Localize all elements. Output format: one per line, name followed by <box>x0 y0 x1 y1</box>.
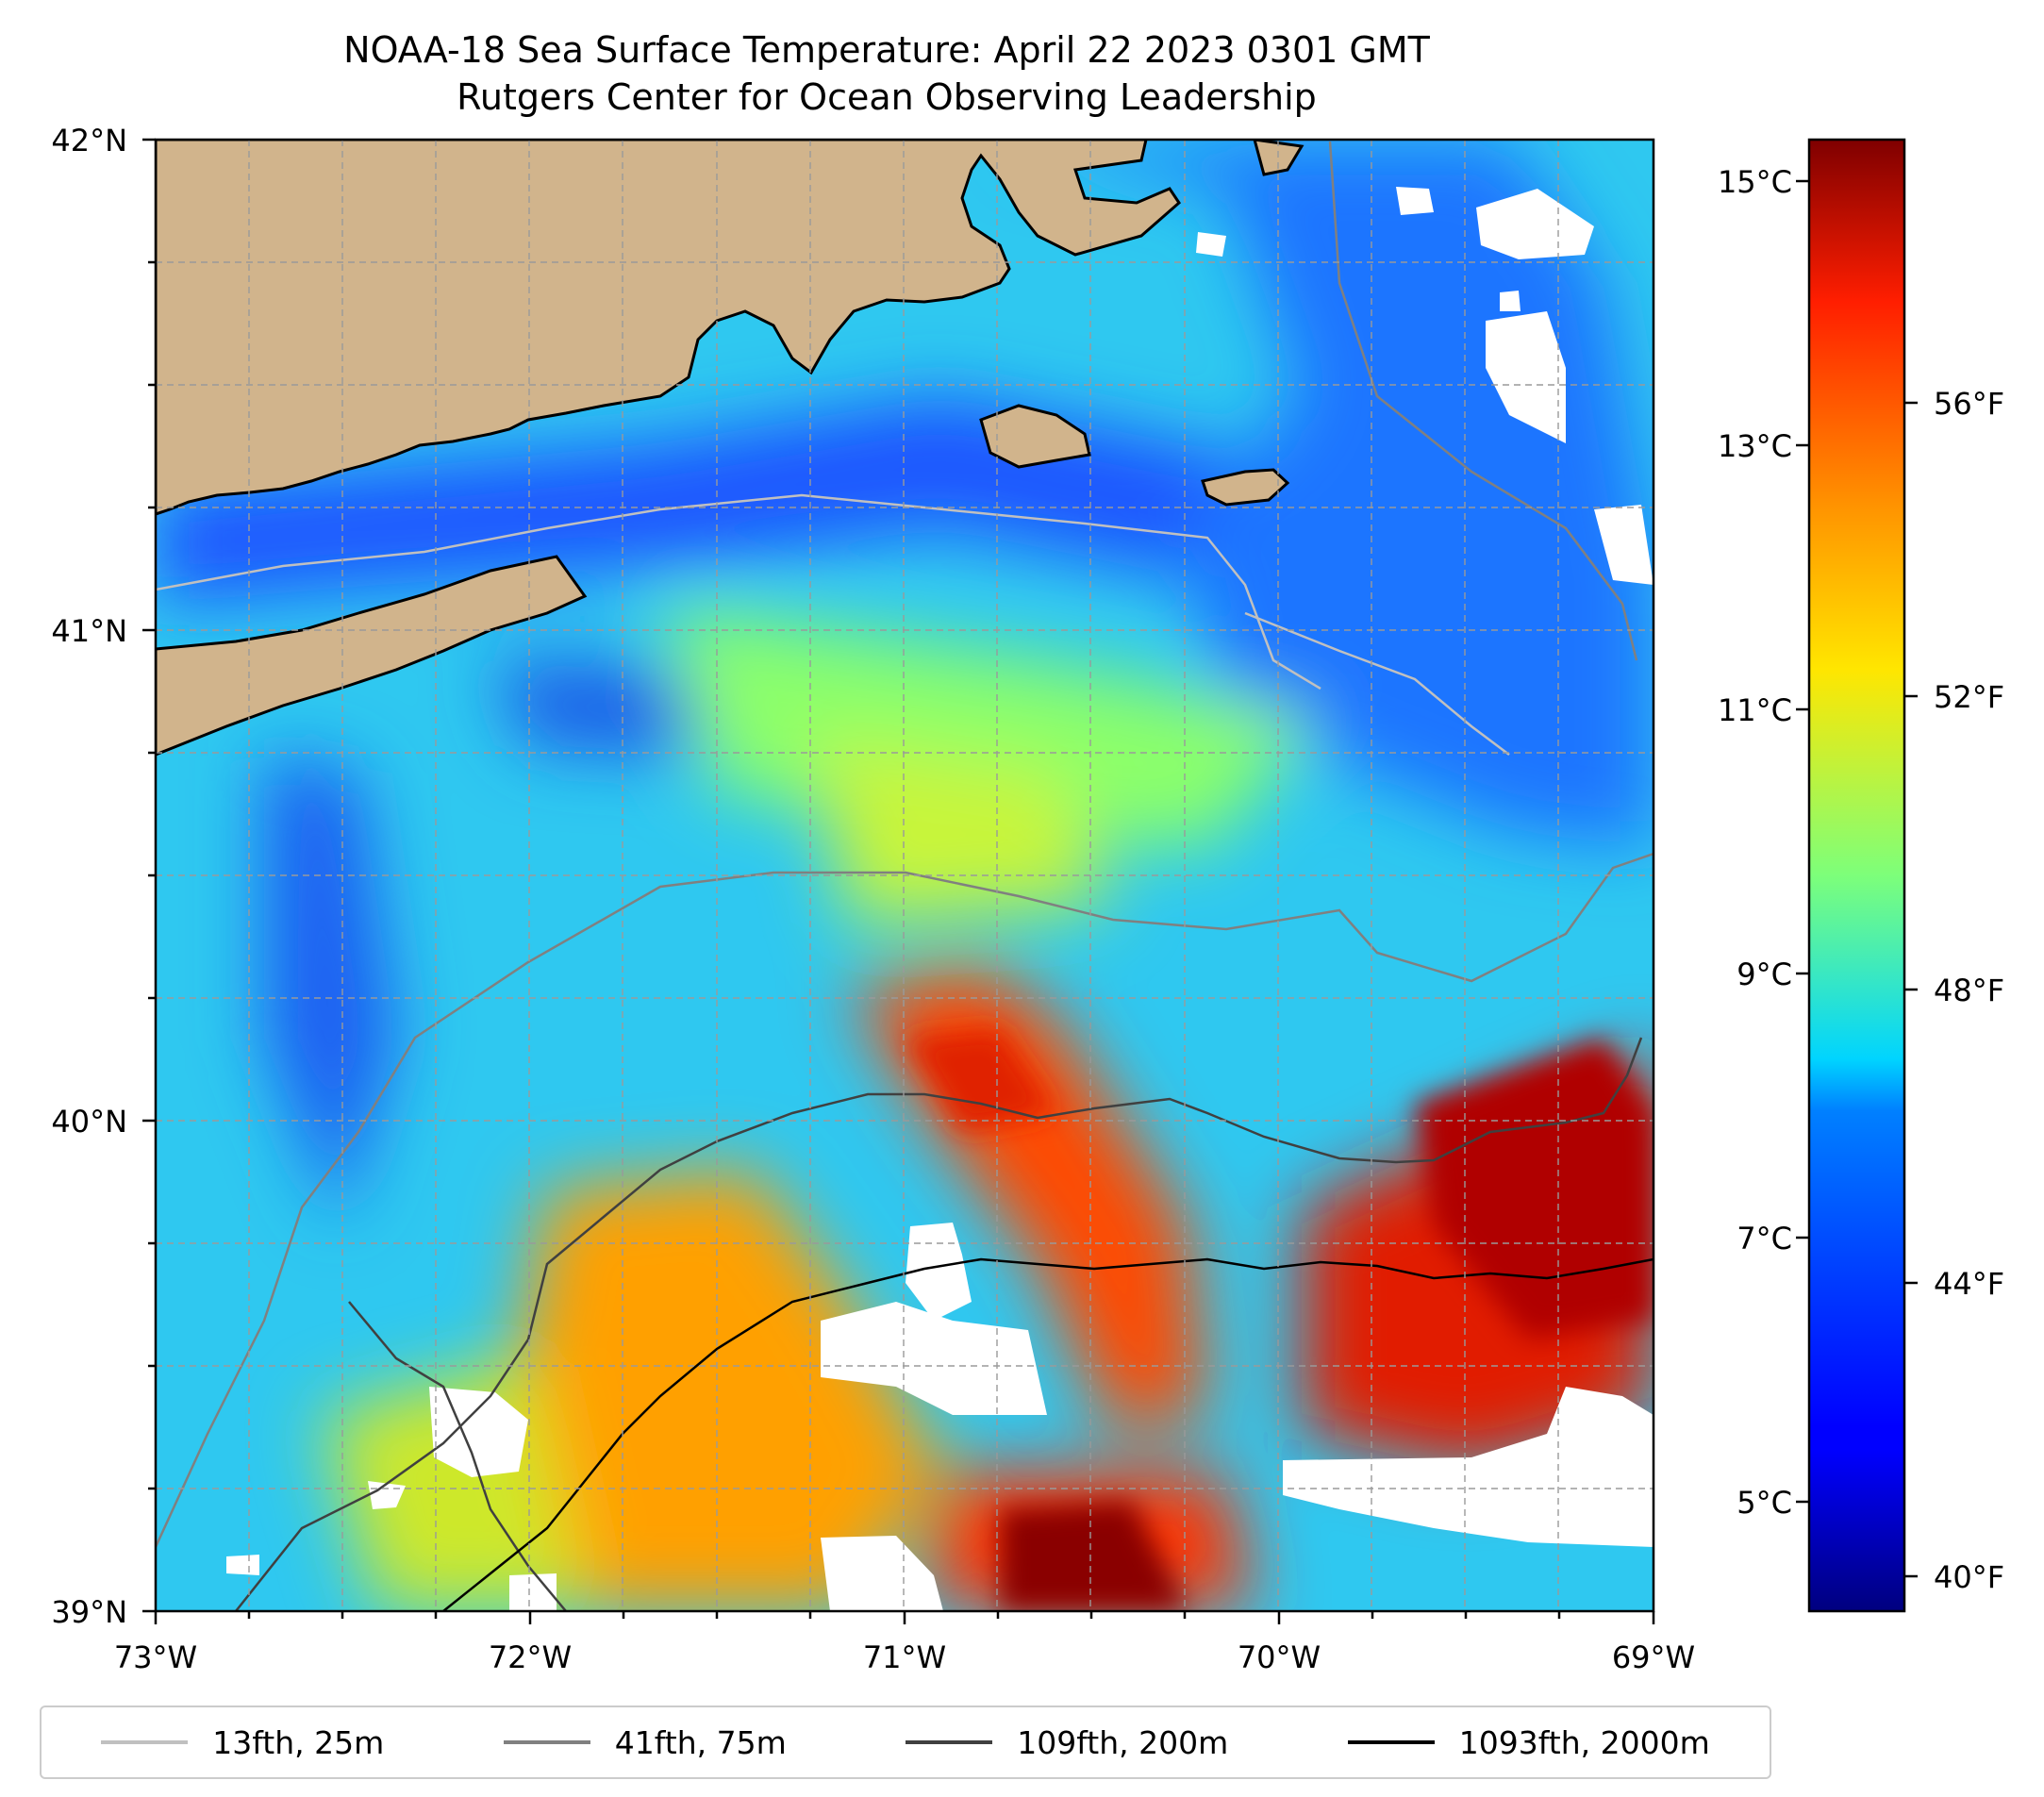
legend-swatch-75m <box>503 1740 590 1744</box>
colorbar-ticks <box>1796 179 1918 1578</box>
colorbar-label-44f: 44°F <box>1934 1266 2005 1302</box>
legend-swatch-200m <box>906 1740 993 1744</box>
legend-swatch-25m <box>101 1740 189 1744</box>
no-data-patches <box>226 187 1653 1611</box>
colorbar-label-52f: 52°F <box>1934 679 2005 715</box>
colorbar <box>1807 138 1906 1613</box>
lat-label-41n: 41°N <box>51 613 127 649</box>
lon-label-71w: 71°W <box>862 1639 947 1675</box>
map-title: NOAA-18 Sea Surface Temperature: April 2… <box>343 29 1430 71</box>
colorbar-label-9c: 9°C <box>1737 957 1792 992</box>
axis-ticks <box>142 138 1655 1624</box>
legend-item-2000m: 1093fth, 2000m <box>1347 1723 1710 1761</box>
legend-item-25m: 13fth, 25m <box>101 1724 384 1761</box>
legend: 13fth, 25m 41fth, 75m 109fth, 200m 1093f… <box>40 1705 1771 1779</box>
colorbar-label-56f: 56°F <box>1934 386 2005 422</box>
colorbar-label-11c: 11°C <box>1717 692 1792 728</box>
colorbar-label-5c: 5°C <box>1737 1485 1792 1521</box>
legend-item-75m: 41fth, 75m <box>503 1723 787 1761</box>
contour-200m <box>235 1037 1643 1611</box>
colorbar-label-13c: 13°C <box>1717 428 1792 464</box>
legend-swatch-2000m <box>1347 1740 1435 1744</box>
lat-label-42n: 42°N <box>51 123 127 158</box>
lat-label-39n: 39°N <box>51 1594 127 1630</box>
legend-label-75m: 41fth, 75m <box>614 1723 787 1761</box>
colorbar-label-48f: 48°F <box>1934 973 2005 1008</box>
lon-label-72w: 72°W <box>488 1639 573 1675</box>
legend-item-200m: 109fth, 200m <box>906 1724 1228 1761</box>
legend-label-2000m: 1093fth, 2000m <box>1458 1723 1710 1761</box>
lon-label-70w: 70°W <box>1237 1639 1321 1675</box>
bathymetry-contours <box>156 141 1653 1611</box>
colorbar-label-40f: 40°F <box>1934 1559 2005 1595</box>
lat-label-40n: 40°N <box>51 1104 127 1140</box>
colorbar-label-15c: 15°C <box>1717 164 1792 200</box>
contour-75m <box>156 852 1653 1548</box>
grid-lines <box>156 140 1653 1611</box>
contour-25m <box>156 493 1321 691</box>
colorbar-label-7c: 7°C <box>1737 1221 1792 1256</box>
land <box>156 140 1305 757</box>
lon-label-73w: 73°W <box>113 1639 198 1675</box>
contour-2000m <box>442 1257 1653 1611</box>
lon-label-69w: 69°W <box>1611 1639 1696 1675</box>
legend-label-25m: 13fth, 25m <box>212 1723 385 1761</box>
legend-label-200m: 109fth, 200m <box>1017 1723 1229 1761</box>
map-subtitle: Rutgers Center for Ocean Observing Leade… <box>457 76 1317 118</box>
